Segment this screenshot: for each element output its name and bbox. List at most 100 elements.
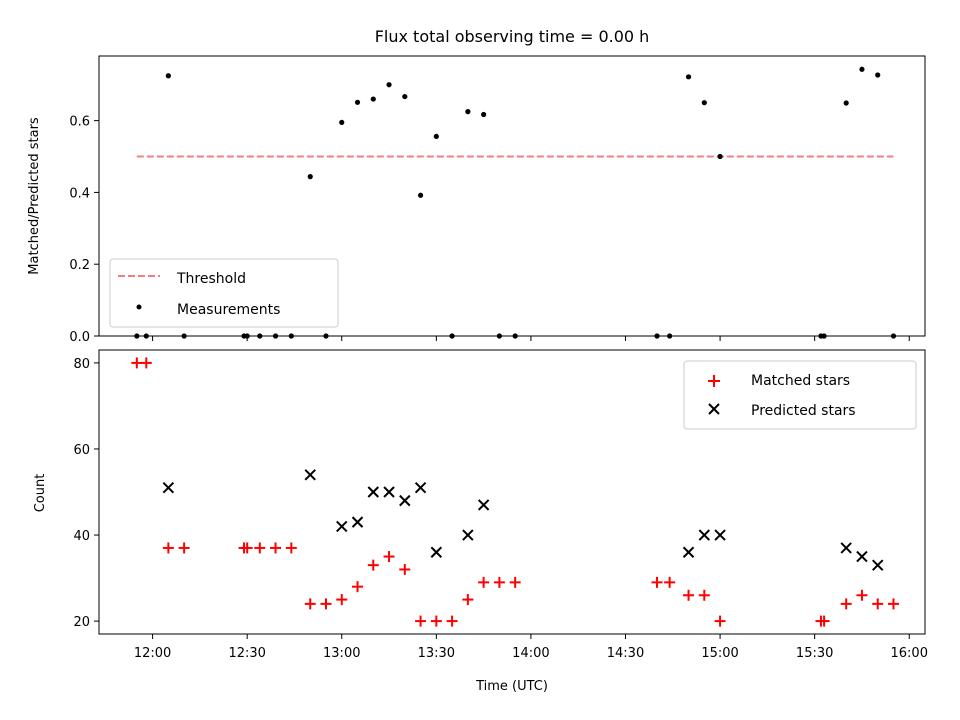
predicted-star-point bbox=[430, 546, 443, 558]
x-tick-label: 12:00 bbox=[134, 646, 171, 661]
top-legend-box bbox=[109, 258, 339, 328]
matched-star-point bbox=[698, 589, 710, 601]
measurement-point bbox=[481, 111, 487, 118]
bottom-y-tick-label: 60 bbox=[73, 443, 90, 458]
bottom-y-tick-label: 80 bbox=[73, 357, 90, 372]
matched-star-point bbox=[336, 594, 348, 606]
predicted-star-point bbox=[856, 550, 868, 563]
matched-star-point bbox=[304, 598, 316, 610]
measurement-point bbox=[402, 93, 408, 100]
matched-star-point bbox=[509, 576, 521, 588]
bottom-y-tick-label: 40 bbox=[73, 529, 90, 544]
matched-star-point bbox=[383, 551, 395, 563]
measurement-point bbox=[717, 153, 723, 160]
bottom-legend-box bbox=[683, 360, 917, 430]
predicted-star-point bbox=[462, 529, 474, 541]
x-tick-label: 15:00 bbox=[701, 646, 738, 661]
top-y-tick-label: 0.6 bbox=[69, 115, 90, 130]
x-tick-label: 13:00 bbox=[323, 646, 360, 661]
predicted-star-point bbox=[383, 486, 395, 498]
chart-title: Flux total observing time = 0.00 h bbox=[375, 27, 650, 46]
measurement-point bbox=[354, 99, 361, 105]
matched-star-point bbox=[462, 594, 474, 606]
measurement-point bbox=[417, 192, 424, 198]
measurement-point bbox=[165, 73, 171, 79]
predicted-star-point bbox=[698, 529, 711, 541]
measurement-point bbox=[465, 109, 471, 115]
matched-star-point bbox=[430, 615, 442, 627]
top-y-ticks: 0.0 0.2 0.4 0.6 bbox=[69, 115, 99, 345]
predicted-star-point bbox=[714, 529, 726, 541]
matched-star-point bbox=[872, 598, 884, 610]
matched-star-point bbox=[478, 576, 490, 588]
legend-measurements-label: Measurements bbox=[177, 302, 280, 318]
measurement-point bbox=[433, 133, 439, 140]
top-axes: 0.0 0.2 0.4 0.6 Matched/Predicted stars Thr… bbox=[27, 55, 926, 345]
predicted-star-point bbox=[351, 516, 364, 528]
top-y-tick-label: 0.4 bbox=[69, 186, 90, 201]
measurement-point bbox=[701, 100, 707, 106]
matched-star-point bbox=[140, 357, 152, 369]
legend-matched-label: Matched stars bbox=[751, 373, 850, 389]
top-x-ticks bbox=[152, 336, 910, 341]
measurement-point bbox=[339, 119, 345, 126]
matched-star-point bbox=[887, 598, 899, 610]
measurement-point bbox=[859, 66, 865, 72]
matched-star-point bbox=[270, 542, 282, 554]
predicted-star-point bbox=[840, 542, 852, 554]
bottom-y-axis-label: Count bbox=[33, 474, 48, 513]
x-tick-label: 15:30 bbox=[796, 646, 833, 661]
measurement-point bbox=[685, 74, 692, 80]
matched-star-point bbox=[254, 542, 266, 554]
bottom-y-ticks: 20 40 60 80 bbox=[73, 357, 99, 630]
x-tick-label: 12:30 bbox=[228, 646, 265, 661]
matched-star-point bbox=[178, 542, 190, 554]
top-legend: Threshold Measurements bbox=[109, 258, 339, 328]
matched-star-point bbox=[131, 357, 143, 369]
x-tick-label: 16:00 bbox=[891, 646, 928, 661]
matched-star-point bbox=[493, 576, 505, 588]
matched-star-point bbox=[856, 589, 868, 601]
legend-measurements-swatch bbox=[136, 304, 142, 310]
legend-predicted-label: Predicted stars bbox=[751, 403, 856, 419]
measurement-point bbox=[875, 72, 881, 78]
x-tick-label: 14:00 bbox=[512, 646, 549, 661]
predicted-star-point bbox=[399, 494, 411, 507]
matched-star-point bbox=[320, 598, 332, 610]
measurement-point bbox=[370, 96, 376, 102]
measurement-point bbox=[843, 100, 849, 106]
predicted-star-point bbox=[477, 499, 490, 511]
matched-star-point bbox=[651, 576, 663, 588]
matched-star-point bbox=[162, 542, 174, 554]
bottom-axes-frame bbox=[98, 349, 926, 635]
legend-predicted-swatch bbox=[708, 403, 720, 415]
measurement-point bbox=[307, 174, 313, 180]
matched-star-point bbox=[367, 559, 379, 571]
matched-star-point bbox=[714, 615, 726, 627]
bottom-y-tick-label: 20 bbox=[73, 615, 90, 630]
bottom-x-ticks: 12:00 12:30 13:00 13:30 14:00 14:30 15:00 15:30… bbox=[134, 634, 928, 661]
x-axis-label: Time (UTC) bbox=[475, 679, 548, 694]
x-tick-label: 13:30 bbox=[418, 646, 455, 661]
predicted-star-point bbox=[414, 481, 427, 494]
matched-star-point bbox=[683, 589, 695, 601]
legend-threshold-label: Threshold bbox=[176, 271, 246, 287]
predicted-star-point bbox=[367, 486, 379, 498]
matched-star-point bbox=[818, 615, 830, 627]
predicted-star-point bbox=[682, 546, 695, 558]
predicted-star-point bbox=[872, 559, 884, 571]
bottom-plot-area bbox=[131, 357, 899, 627]
measurement-point bbox=[386, 82, 392, 88]
predicted-star-point bbox=[304, 469, 316, 481]
matched-star-point bbox=[399, 563, 411, 575]
matched-star-point bbox=[446, 615, 458, 627]
bottom-legend: Matched stars Predicted stars bbox=[683, 360, 917, 430]
top-axes-frame bbox=[98, 55, 926, 337]
matched-star-point bbox=[352, 581, 364, 593]
top-y-tick-label: 0.0 bbox=[69, 330, 90, 345]
matched-star-point bbox=[664, 576, 676, 588]
legend-matched-swatch bbox=[708, 375, 720, 387]
top-y-axis-label: Matched/Predicted stars bbox=[27, 117, 42, 275]
matched-star-point bbox=[241, 542, 253, 554]
